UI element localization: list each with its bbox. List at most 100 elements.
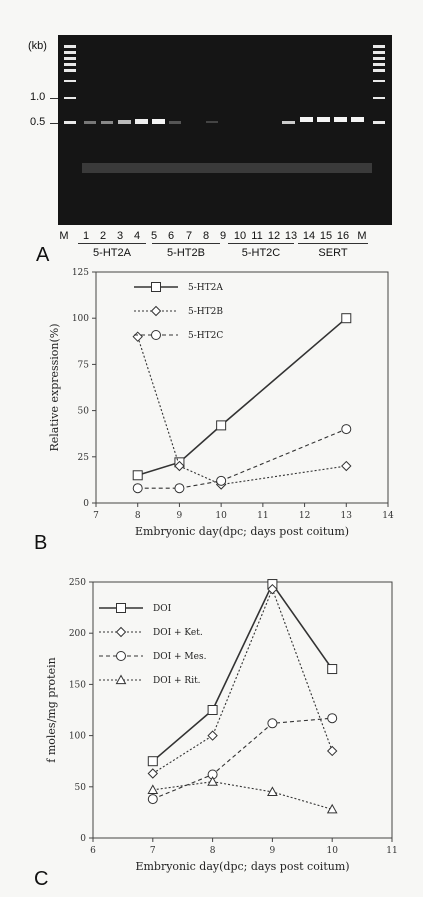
y-tick-label: 50	[78, 407, 90, 417]
data-point	[341, 313, 352, 324]
lane-label: 9	[219, 230, 227, 242]
gel-image	[58, 35, 392, 225]
data-point	[216, 420, 227, 431]
legend-label: 5-HT2B	[188, 307, 223, 317]
lane-label: 14	[302, 230, 316, 242]
x-tick-label: 11	[386, 846, 397, 856]
kb-mark-1: 1.0	[30, 91, 46, 103]
legend-marker	[116, 603, 126, 613]
chart-c: 6 7 8 9 10 11 0 50 100 150 200 250 Embryonic day(dpc…	[45, 578, 398, 873]
lane-label: 7	[185, 230, 193, 242]
legend-label: DOI	[153, 604, 172, 614]
gel-haze	[82, 163, 372, 173]
legend-marker	[150, 305, 162, 317]
panel-label-b: B	[34, 532, 48, 554]
data-point	[147, 794, 158, 805]
panel-label-a: A	[36, 244, 50, 266]
legend-label: DOI + Rit.	[153, 676, 201, 686]
x-tick-label: 7	[150, 846, 156, 856]
legend-marker	[116, 651, 126, 661]
plot-frame	[95, 271, 389, 504]
x-tick-label: 9	[270, 846, 276, 856]
lane-label: 16	[336, 230, 350, 242]
data-point	[207, 730, 218, 741]
data-point	[267, 583, 278, 595]
legend-label: 5-HT2A	[188, 283, 223, 293]
data-point	[132, 331, 143, 342]
x-axis-label: Embryonic day(dpc; days post coitum)	[135, 525, 349, 538]
ladder-right	[373, 45, 385, 124]
data-point	[267, 718, 278, 729]
x-tick-label: 10	[326, 846, 338, 856]
data-point	[132, 470, 143, 481]
x-tick-label: 7	[93, 511, 99, 521]
series-line	[152, 717, 333, 800]
series-line	[152, 587, 333, 774]
legend-marker	[115, 626, 127, 638]
x-axis-label: Embryonic day(dpc; days post coitum)	[135, 860, 349, 873]
lane-label: 12	[267, 230, 281, 242]
kb-mark-05: 0.5	[30, 116, 46, 128]
x-tick-label: 8	[135, 511, 141, 521]
x-tick-label: 12	[299, 511, 310, 521]
legend-marker	[151, 330, 161, 340]
data-point	[267, 786, 278, 797]
y-tick-label: 100	[72, 314, 89, 324]
x-tick-label: 10	[215, 511, 227, 521]
series-line	[137, 336, 347, 486]
lane-label: 6	[167, 230, 175, 242]
group-5ht2a: 5-HT2A	[78, 243, 146, 259]
y-tick-label: 150	[69, 680, 86, 690]
legend-marker	[151, 282, 161, 292]
legend-label: 5-HT2C	[188, 331, 223, 341]
y-tick-label: 75	[78, 360, 90, 370]
lane-label: 5	[150, 230, 158, 242]
sample-bands	[84, 117, 364, 124]
group-5ht2c: 5-HT2C	[228, 243, 294, 259]
legend-label: DOI + Mes.	[153, 652, 207, 662]
y-tick-label: 25	[78, 453, 90, 463]
data-point	[216, 475, 227, 486]
legend-marker	[115, 674, 127, 685]
data-point	[174, 460, 185, 472]
lane-label: 1	[82, 230, 90, 242]
data-point	[327, 664, 338, 675]
x-tick-label: 9	[177, 511, 183, 521]
y-tick-label: 125	[72, 268, 89, 278]
data-point	[207, 776, 218, 786]
panel-label-c: C	[34, 868, 49, 890]
x-tick-label: 11	[257, 511, 268, 521]
data-point	[326, 745, 338, 757]
y-axis-label: f moles/mg protein	[45, 657, 58, 762]
lane-label: 8	[202, 230, 210, 242]
lane-label: 3	[116, 230, 124, 242]
gel-bands	[64, 45, 385, 173]
group-5ht2b: 5-HT2B	[152, 243, 220, 259]
kb-tick-1	[50, 98, 58, 99]
y-tick-label: 200	[69, 629, 86, 639]
x-tick-label: 14	[382, 511, 394, 521]
data-point	[147, 756, 158, 767]
lane-label: 4	[133, 230, 141, 242]
data-point	[147, 768, 159, 779]
ladder-left	[64, 45, 76, 124]
y-axis-label: Relative expression(%)	[48, 323, 61, 451]
series-line	[137, 428, 347, 489]
data-point	[147, 784, 159, 794]
lane-label: 15	[319, 230, 333, 242]
x-tick-label: 6	[90, 846, 96, 856]
plot-frame	[92, 581, 393, 839]
series-line	[137, 317, 347, 477]
legend-label: DOI + Ket.	[153, 628, 203, 638]
lane-label: 2	[99, 230, 107, 242]
lane-label: 11	[251, 230, 263, 242]
data-point	[132, 483, 143, 494]
lane-label: 13	[284, 230, 298, 242]
series-line	[152, 781, 333, 810]
lane-label: M	[59, 230, 69, 242]
kb-title: (kb)	[28, 40, 47, 52]
data-point	[326, 803, 338, 814]
y-tick-label: 100	[69, 732, 86, 742]
series-line	[152, 582, 333, 762]
y-tick-label: 50	[75, 783, 87, 793]
